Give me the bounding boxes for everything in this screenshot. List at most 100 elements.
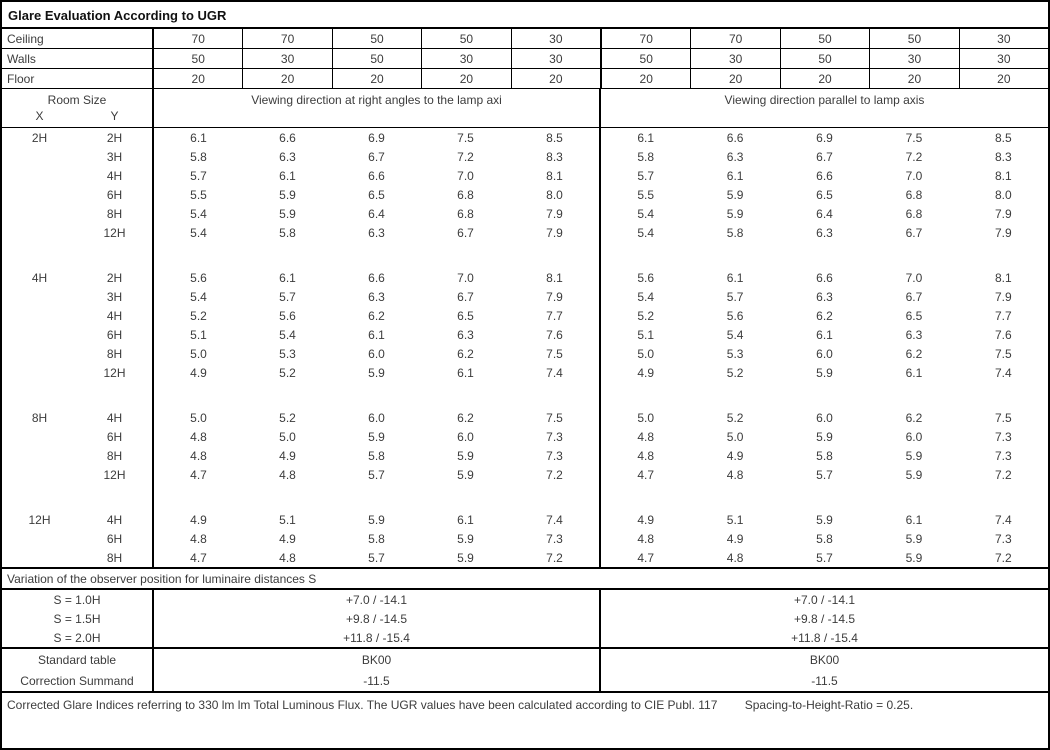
summary-row: Standard table BK00 BK00 [2, 649, 1048, 670]
ugr-row: 8H 4.8 4.9 5.8 5.9 7.3 4.8 4.9 5.8 5.9 7.3 [2, 446, 1048, 465]
section-header-parallel: Viewing direction parallel to lamp axis [724, 93, 925, 107]
ugr-row: 3H 5.8 6.3 6.7 7.2 8.3 5.8 6.3 6.7 7.2 8.3 [2, 147, 1048, 166]
ugr-value-cell: 8.3 [994, 149, 1012, 164]
ugr-value-cell: 6.7 [816, 149, 833, 164]
ugr-row: 2H 2H 6.1 6.6 6.9 7.5 8.5 6.1 6.6 6.9 7.5 8.5 [2, 128, 1048, 147]
observer-variation-label: S = 1.5H [2, 609, 154, 628]
ugr-row: 6H 5.1 5.4 6.1 6.3 7.6 5.1 5.4 6.1 6.3 7.6 [2, 325, 1048, 344]
ugr-value-cell: 6.2 [457, 346, 474, 361]
spacer-label [2, 484, 154, 510]
ugr-value-cell: 7.2 [905, 149, 923, 164]
ugr-y-label: 12H [103, 225, 126, 240]
ugr-value-cell: 4.9 [279, 531, 296, 546]
ugr-values-right-angles: 4.9 5.2 5.9 6.1 7.4 [154, 363, 601, 382]
ugr-value-cell: 5.9 [816, 429, 833, 444]
surface-value-cell: 20 [154, 69, 244, 88]
ugr-y-label: 8H [106, 346, 123, 361]
ugr-value-cell: 7.6 [546, 327, 563, 342]
ugr-y-label: 8H [106, 206, 123, 221]
ugr-value-cell: 5.2 [279, 365, 296, 380]
surface-value-cell: 50 [781, 49, 871, 68]
surface-value-cell: 50 [870, 29, 960, 48]
ugr-row-labels: 12H [2, 363, 154, 382]
surface-value-cell: 50 [602, 49, 692, 68]
ugr-row: 6H 5.5 5.9 6.5 6.8 8.0 5.5 5.9 6.5 6.8 8.0 [2, 185, 1048, 204]
ugr-values-parallel: 5.2 5.6 6.2 6.5 7.7 [601, 306, 1048, 325]
ugr-value-cell: 6.6 [726, 130, 744, 145]
ugr-value-cell: 4.8 [190, 448, 207, 463]
ugr-value-cell: 5.4 [279, 327, 296, 342]
ugr-values-parallel: 5.0 5.2 6.0 6.2 7.5 [601, 408, 1048, 427]
surface-reflectance-rows: Ceiling 70 70 50 50 30 70 70 50 50 30 Walls 50 30 50 30… [2, 29, 1048, 89]
summary-value-left: BK00 [154, 649, 601, 670]
ugr-value-cell: 5.2 [190, 308, 207, 323]
ugr-row: 12H 4.9 5.2 5.9 6.1 7.4 4.9 5.2 5.9 6.1 7.4 [2, 363, 1048, 382]
ugr-value-cell: 5.1 [190, 327, 207, 342]
ugr-value-cell: 6.2 [905, 410, 923, 425]
ugr-value-cell: 4.8 [279, 550, 296, 565]
ugr-values-parallel: 4.7 4.8 5.7 5.9 7.2 [601, 548, 1048, 567]
ugr-value-cell: 6.5 [368, 187, 385, 202]
ugr-value-cell: 6.6 [816, 270, 833, 285]
variation-header: Variation of the observer position for l… [2, 567, 1048, 590]
ugr-value-cell: 5.4 [637, 225, 655, 240]
ugr-row-labels: 2H 2H [2, 128, 154, 147]
ugr-value-cell: 5.7 [368, 550, 385, 565]
section-header-right-angles: Viewing direction at right angles to the… [154, 89, 601, 127]
xy-axis-labels: X Y [2, 107, 152, 123]
surface-value-cell: 20 [512, 69, 603, 88]
surface-value-cell: 30 [512, 49, 603, 68]
observer-variation-value-right: +7.0 / -14.1 [793, 592, 856, 607]
ugr-value-cell: 8.5 [546, 130, 563, 145]
ugr-value-cell: 5.5 [190, 187, 207, 202]
ugr-value-cell: 8.5 [994, 130, 1012, 145]
ugr-value-cell: 6.7 [457, 225, 474, 240]
ugr-values-right-angles: 5.1 5.4 6.1 6.3 7.6 [154, 325, 601, 344]
surface-value-cell: 20 [997, 71, 1011, 86]
ugr-value-cell: 6.9 [368, 130, 385, 145]
ugr-values-right-angles: 6.1 6.6 6.9 7.5 8.5 [154, 128, 601, 147]
ugr-value-cell: 6.6 [368, 168, 385, 183]
ugr-value-cell: 6.1 [726, 270, 744, 285]
ugr-y-label: 6H [106, 327, 123, 342]
ugr-value-cell: 7.4 [546, 365, 563, 380]
ugr-value-cell: 5.3 [726, 346, 744, 361]
ugr-row: 12H 4H 4.9 5.1 5.9 6.1 7.4 4.9 5.1 5.9 6.1 7.4 [2, 510, 1048, 529]
ugr-value-cell: 8.3 [546, 149, 563, 164]
spacer-left [154, 382, 601, 408]
ugr-value-cell: 6.0 [816, 346, 833, 361]
ugr-value-cell: 5.8 [190, 149, 207, 164]
ugr-values-parallel: 5.5 5.9 6.5 6.8 8.0 [601, 185, 1048, 204]
footer-text-ratio: Spacing-to-Height-Ratio = 0.25. [744, 698, 914, 712]
ugr-value-cell: 4.9 [637, 365, 655, 380]
ugr-values-right-angles: 5.8 6.3 6.7 7.2 8.3 [154, 147, 601, 166]
ugr-value-cell: 6.2 [457, 410, 474, 425]
ugr-value-cell: 6.4 [368, 206, 385, 221]
ugr-value-cell: 4.9 [190, 512, 207, 527]
ugr-value-cell: 5.8 [368, 531, 385, 546]
surface-row-label: Ceiling [2, 29, 154, 48]
ugr-value-cell: 7.0 [457, 270, 474, 285]
ugr-value-cell: 4.8 [190, 531, 207, 546]
ugr-value-cell: 5.9 [368, 512, 385, 527]
surface-value-cell: 20 [691, 69, 781, 88]
ugr-value-cell: 5.9 [457, 448, 474, 463]
spacer-right [601, 242, 1048, 268]
observer-variation-value-right: +11.8 / -15.4 [791, 630, 858, 645]
surface-value-cell: 50 [422, 29, 512, 48]
ugr-value-cell: 6.8 [905, 187, 923, 202]
ugr-value-cell: 6.1 [816, 327, 833, 342]
ugr-value-cell: 5.4 [726, 327, 744, 342]
ugr-y-label: 12H [103, 467, 126, 482]
footer-note: Corrected Glare Indices referring to 330… [2, 691, 1048, 712]
ugr-value-cell: 5.8 [279, 225, 296, 240]
ugr-value-cell: 5.0 [637, 346, 655, 361]
ugr-value-cell: 5.7 [190, 168, 207, 183]
ugr-value-cell: 6.3 [368, 225, 385, 240]
ugr-y-label: 2H [106, 130, 123, 145]
ugr-values-parallel: 5.6 6.1 6.6 7.0 8.1 [601, 268, 1048, 287]
ugr-value-cell: 6.1 [457, 512, 474, 527]
ugr-values-right-angles: 5.0 5.2 6.0 6.2 7.5 [154, 408, 601, 427]
ugr-value-cell: 7.5 [546, 346, 563, 361]
ugr-value-cell: 4.9 [726, 448, 744, 463]
